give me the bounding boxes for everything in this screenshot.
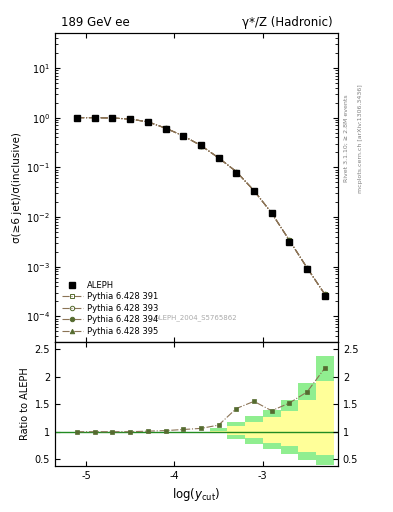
Pythia 6.428 395 [287,237,292,243]
Pythia 6.428 393 [216,155,221,161]
Pythia 6.428 391 [110,115,115,121]
Text: γ*/Z (Hadronic): γ*/Z (Hadronic) [242,16,332,29]
Pythia 6.428 395 [234,168,239,175]
Pythia 6.428 394 [145,119,150,125]
Pythia 6.428 394 [234,168,239,175]
ALEPH [305,266,309,272]
Pythia 6.428 393 [305,265,309,271]
ALEPH [181,133,185,139]
Pythia 6.428 394 [110,115,115,121]
Pythia 6.428 393 [287,237,292,243]
Legend: ALEPH, Pythia 6.428 391, Pythia 6.428 393, Pythia 6.428 394, Pythia 6.428 395: ALEPH, Pythia 6.428 391, Pythia 6.428 39… [59,278,161,338]
Pythia 6.428 393 [163,125,168,131]
Pythia 6.428 394 [181,133,185,139]
Pythia 6.428 391 [145,119,150,125]
Line: Pythia 6.428 393: Pythia 6.428 393 [75,115,327,296]
Y-axis label: σ(≥6 jet)/σ(inclusive): σ(≥6 jet)/σ(inclusive) [12,133,22,243]
Pythia 6.428 395 [163,125,168,131]
ALEPH [269,210,274,216]
Pythia 6.428 393 [75,115,79,121]
Pythia 6.428 394 [305,265,309,271]
ALEPH [75,115,79,121]
ALEPH [163,125,168,132]
Pythia 6.428 394 [92,115,97,121]
Pythia 6.428 393 [145,119,150,125]
ALEPH [110,115,115,121]
Pythia 6.428 391 [128,116,132,122]
Pythia 6.428 393 [128,116,132,122]
Pythia 6.428 391 [163,125,168,131]
Pythia 6.428 391 [92,115,97,121]
Line: Pythia 6.428 391: Pythia 6.428 391 [75,115,327,296]
Pythia 6.428 391 [287,237,292,243]
ALEPH [145,119,150,125]
ALEPH [252,188,256,195]
ALEPH [322,293,327,299]
Pythia 6.428 393 [110,115,115,121]
Pythia 6.428 393 [181,133,185,139]
Pythia 6.428 395 [198,142,203,148]
Pythia 6.428 395 [92,115,97,121]
Y-axis label: Ratio to ALEPH: Ratio to ALEPH [20,368,31,440]
Pythia 6.428 395 [128,116,132,122]
Pythia 6.428 391 [75,115,79,121]
Pythia 6.428 393 [322,291,327,297]
Pythia 6.428 394 [75,115,79,121]
Line: Pythia 6.428 394: Pythia 6.428 394 [75,115,327,296]
Text: 189 GeV ee: 189 GeV ee [61,16,129,29]
Pythia 6.428 394 [198,142,203,148]
Pythia 6.428 393 [234,168,239,175]
Pythia 6.428 394 [322,291,327,297]
ALEPH [287,239,292,245]
Pythia 6.428 395 [322,291,327,297]
Pythia 6.428 394 [287,237,292,243]
Pythia 6.428 393 [269,210,274,216]
ALEPH [216,155,221,161]
Pythia 6.428 395 [181,133,185,139]
Pythia 6.428 393 [198,142,203,148]
Pythia 6.428 395 [269,210,274,216]
Pythia 6.428 391 [305,265,309,271]
ALEPH [92,115,97,121]
Pythia 6.428 394 [128,116,132,122]
Pythia 6.428 395 [145,119,150,125]
Pythia 6.428 391 [216,155,221,161]
Pythia 6.428 391 [322,291,327,297]
ALEPH [198,142,203,148]
Pythia 6.428 393 [92,115,97,121]
Line: Pythia 6.428 395: Pythia 6.428 395 [75,115,327,296]
Pythia 6.428 395 [305,265,309,271]
ALEPH [234,169,239,176]
Pythia 6.428 395 [75,115,79,121]
Pythia 6.428 394 [252,187,256,194]
ALEPH [128,116,132,122]
Pythia 6.428 395 [110,115,115,121]
X-axis label: log($y_{\rm cut}$): log($y_{\rm cut}$) [172,486,221,503]
Pythia 6.428 394 [163,125,168,131]
Text: mcplots.cern.ch [arXiv:1306.3436]: mcplots.cern.ch [arXiv:1306.3436] [358,84,363,193]
Pythia 6.428 391 [181,133,185,139]
Pythia 6.428 391 [252,187,256,194]
Pythia 6.428 394 [216,155,221,161]
Text: ALEPH_2004_S5765862: ALEPH_2004_S5765862 [155,314,238,321]
Pythia 6.428 391 [269,210,274,216]
Line: ALEPH: ALEPH [75,115,327,298]
Pythia 6.428 391 [198,142,203,148]
Pythia 6.428 391 [234,168,239,175]
Pythia 6.428 394 [269,210,274,216]
Pythia 6.428 393 [252,187,256,194]
Text: Rivet 3.1.10; ≥ 2.8M events: Rivet 3.1.10; ≥ 2.8M events [344,94,349,182]
Pythia 6.428 395 [252,187,256,194]
Pythia 6.428 395 [216,155,221,161]
